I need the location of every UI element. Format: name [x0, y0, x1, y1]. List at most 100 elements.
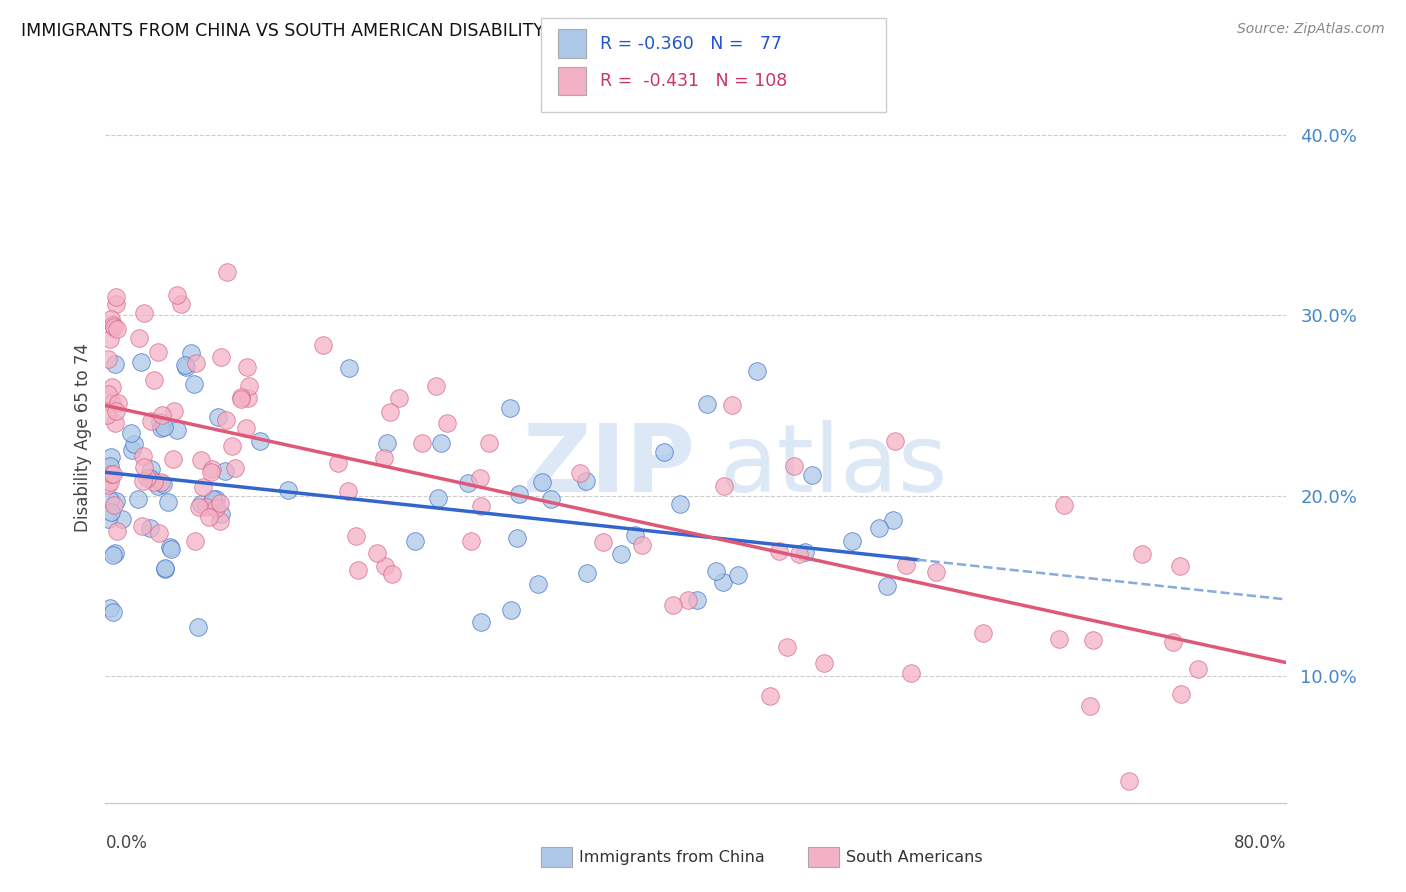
Point: [202, 493, 225, 508]
Point: [101, 467, 124, 481]
Point: [430, 435, 453, 450]
Point: [375, 436, 398, 450]
Point: [336, 483, 359, 498]
Point: [575, 474, 598, 488]
Point: [100, 380, 122, 394]
Point: [104, 404, 127, 418]
Point: [868, 521, 890, 535]
Point: [776, 640, 799, 654]
Point: [166, 288, 188, 302]
Point: [373, 450, 395, 465]
Point: [101, 318, 124, 333]
Point: [576, 566, 599, 581]
Point: [160, 542, 183, 557]
Point: [142, 373, 165, 387]
Point: [277, 483, 299, 498]
Point: [229, 391, 252, 405]
Point: [100, 312, 122, 326]
Point: [592, 535, 614, 549]
Point: [217, 264, 239, 278]
Point: [787, 547, 810, 561]
Point: [207, 409, 229, 424]
Point: [882, 513, 904, 527]
Point: [610, 547, 633, 561]
Point: [98, 600, 121, 615]
Point: [224, 461, 246, 475]
Point: [209, 507, 232, 521]
Point: [388, 391, 411, 405]
Point: [204, 491, 226, 506]
Point: [127, 491, 149, 506]
Point: [209, 514, 232, 528]
Point: [540, 491, 562, 506]
Point: [188, 500, 211, 515]
Point: [122, 437, 145, 451]
Y-axis label: Disability Age 65 to 74: Disability Age 65 to 74: [73, 343, 91, 532]
Point: [312, 337, 335, 351]
Point: [139, 471, 162, 485]
Point: [876, 579, 898, 593]
Point: [146, 344, 169, 359]
Point: [686, 593, 709, 607]
Point: [105, 524, 128, 538]
Point: [436, 416, 458, 430]
Point: [155, 562, 177, 576]
Point: [97, 387, 120, 401]
Point: [711, 574, 734, 589]
Point: [235, 359, 257, 374]
Point: [652, 445, 675, 459]
Point: [105, 297, 128, 311]
Point: [201, 462, 224, 476]
Point: [101, 396, 124, 410]
Point: [97, 351, 120, 366]
Point: [568, 466, 591, 480]
Point: [249, 434, 271, 448]
Point: [841, 533, 863, 548]
Point: [478, 435, 501, 450]
Point: [150, 420, 173, 434]
Text: atlas: atlas: [720, 420, 948, 512]
Point: [104, 494, 127, 508]
Point: [120, 426, 142, 441]
Point: [499, 401, 522, 415]
Point: [100, 450, 122, 464]
Point: [149, 416, 172, 430]
Point: [381, 567, 404, 582]
Text: ZIP: ZIP: [523, 420, 696, 512]
Point: [214, 464, 236, 478]
Point: [813, 656, 835, 670]
Point: [98, 333, 121, 347]
Point: [183, 376, 205, 391]
Point: [103, 499, 125, 513]
Point: [195, 500, 218, 515]
Point: [208, 496, 231, 510]
Point: [783, 458, 806, 473]
Point: [1118, 773, 1140, 788]
Point: [470, 499, 492, 513]
Point: [801, 468, 824, 483]
Point: [1047, 632, 1070, 646]
Point: [1170, 558, 1192, 573]
Point: [187, 620, 209, 634]
Point: [129, 355, 152, 369]
Point: [676, 593, 699, 607]
Point: [344, 528, 367, 542]
Point: [132, 459, 155, 474]
Text: IMMIGRANTS FROM CHINA VS SOUTH AMERICAN DISABILITY AGE 65 TO 74 CORRELATION CHAR: IMMIGRANTS FROM CHINA VS SOUTH AMERICAN …: [21, 22, 865, 40]
Point: [900, 665, 922, 680]
Point: [468, 471, 491, 485]
Point: [337, 361, 360, 376]
Point: [136, 471, 159, 485]
Point: [138, 521, 160, 535]
Point: [152, 477, 174, 491]
Point: [759, 689, 782, 703]
Point: [184, 533, 207, 548]
Point: [197, 509, 219, 524]
Point: [111, 512, 134, 526]
Point: [163, 404, 186, 418]
Point: [235, 421, 257, 435]
Point: [505, 532, 527, 546]
Text: South Americans: South Americans: [846, 850, 983, 864]
Point: [190, 497, 212, 511]
Point: [404, 534, 426, 549]
